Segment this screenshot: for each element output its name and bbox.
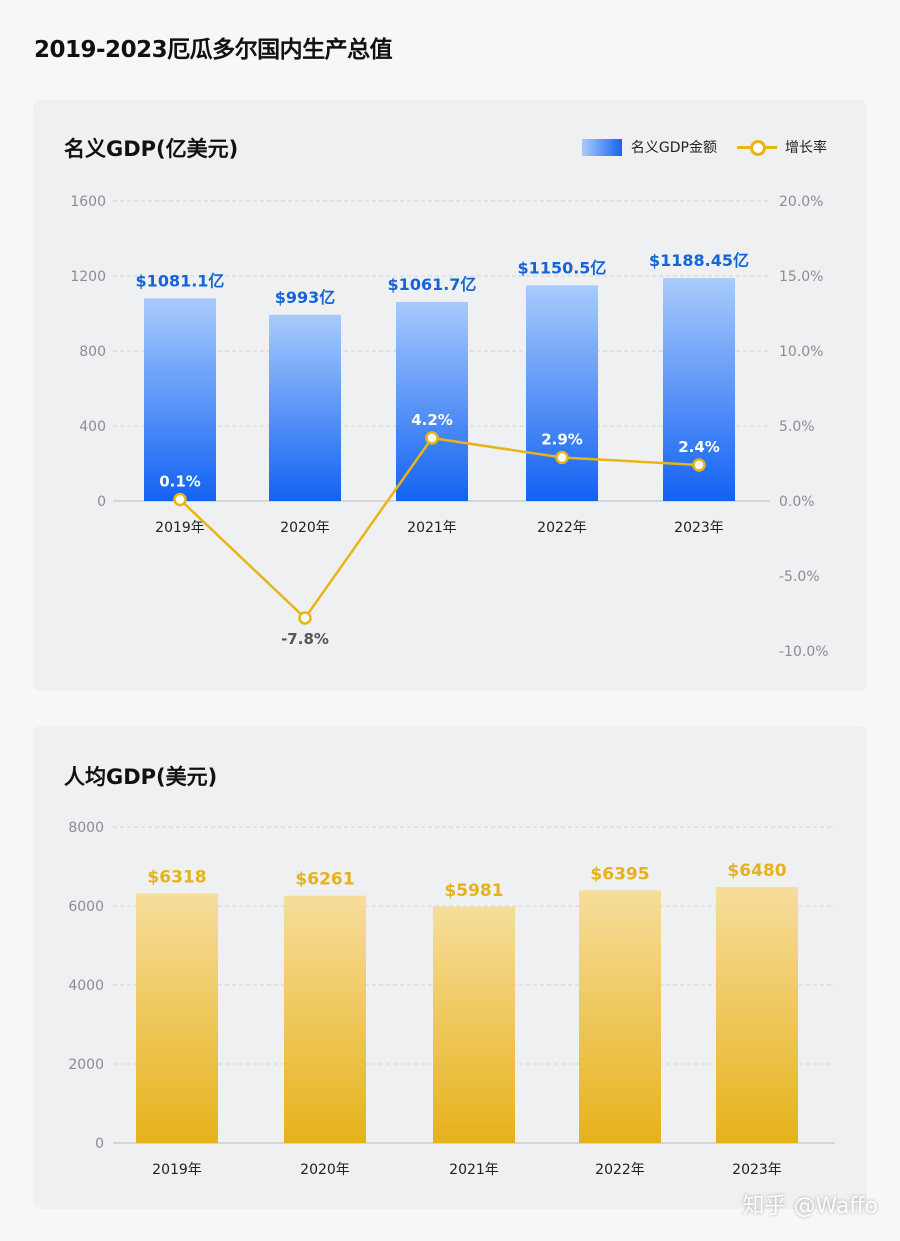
y-tick-label: 0 [97, 494, 106, 510]
x-tick-label: 2019年 [152, 1162, 202, 1178]
bar-data-label: $6261 [295, 870, 354, 890]
growth-point [298, 611, 312, 625]
legend-line-label: 增长率 [785, 140, 827, 156]
y-tick-label: 6000 [68, 899, 104, 915]
growth-data-label: 2.4% [678, 438, 720, 456]
x-tick-label: 2020年 [280, 520, 330, 536]
bar [136, 893, 218, 1143]
watermark: 知乎 @Waffo [742, 1194, 878, 1219]
y-tick-label: 2000 [68, 1057, 104, 1073]
y-tick-label: 800 [79, 344, 106, 360]
legend-line-swatch [737, 139, 777, 156]
bar-data-label: $1061.7亿 [388, 275, 477, 294]
bar-data-label: $6395 [590, 864, 649, 884]
x-tick-label: 2022年 [595, 1162, 645, 1178]
growth-point [425, 431, 439, 445]
bar [144, 298, 216, 501]
x-tick-label: 2019年 [155, 520, 205, 536]
x-tick-label: 2023年 [732, 1162, 782, 1178]
y-tick-label: 0 [95, 1136, 104, 1152]
y-tick-label: 400 [79, 419, 106, 435]
chart-title: 人均GDP(美元) [64, 765, 218, 789]
x-tick-label: 2020年 [300, 1162, 350, 1178]
chart-title: 名义GDP(亿美元) [64, 137, 239, 161]
x-tick-label: 2022年 [537, 520, 587, 536]
y2-tick-label: 20.0% [779, 194, 823, 210]
growth-point [555, 450, 569, 465]
y2-tick-label: 5.0% [779, 419, 815, 435]
y-tick-label: 4000 [68, 978, 104, 994]
bar [269, 314, 341, 501]
bar-data-label: $1081.1亿 [136, 271, 225, 290]
y2-tick-label: 0.0% [779, 494, 815, 510]
y-tick-label: 1200 [70, 269, 106, 285]
y-tick-label: 1600 [70, 194, 106, 210]
x-tick-label: 2021年 [407, 520, 457, 536]
y2-tick-label: -5.0% [779, 569, 820, 585]
bar [716, 887, 798, 1143]
growth-data-label: 2.9% [541, 431, 583, 449]
y-tick-label: 8000 [68, 820, 104, 836]
bar-data-label: $5981 [444, 881, 503, 901]
growth-point [173, 492, 187, 507]
bar-data-label: $993亿 [275, 288, 336, 307]
bar-data-label: $1188.45亿 [649, 251, 749, 270]
bar-data-label: $1150.5亿 [518, 258, 607, 277]
growth-data-label: 0.1% [159, 473, 201, 491]
bar [284, 895, 366, 1143]
page-title: 2019-2023厄瓜多尔国内生产总值 [34, 37, 393, 63]
legend-bar-swatch [581, 138, 622, 156]
legend-bar-label: 名义GDP金额 [630, 140, 717, 156]
y2-tick-label: -10.0% [779, 644, 829, 660]
growth-data-label: -7.8% [281, 630, 329, 648]
x-tick-label: 2023年 [674, 520, 724, 536]
bar-data-label: $6480 [727, 861, 786, 881]
bar [526, 285, 598, 501]
legend: 名义GDP金额 增长率 [581, 137, 827, 157]
bar-data-label: $6318 [147, 867, 206, 887]
bar [579, 890, 661, 1143]
growth-point [692, 458, 706, 472]
y2-tick-label: 10.0% [779, 344, 823, 360]
y2-tick-label: 15.0% [779, 269, 823, 285]
bar [396, 301, 468, 501]
bar [433, 906, 515, 1143]
x-tick-label: 2021年 [449, 1162, 499, 1178]
growth-data-label: 4.2% [411, 411, 453, 429]
